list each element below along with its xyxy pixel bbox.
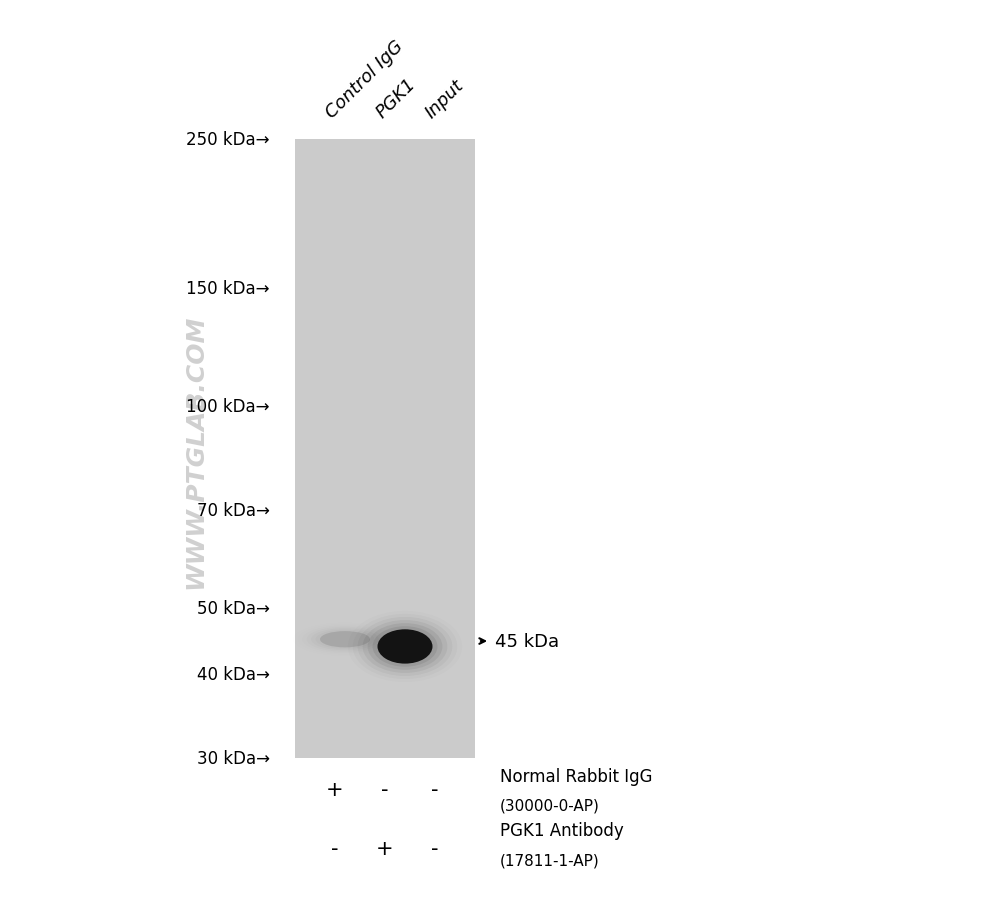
Text: 250 kDa→: 250 kDa→ [186,131,270,149]
Text: WWW.PTGLAB.COM: WWW.PTGLAB.COM [183,314,207,588]
Ellipse shape [320,631,370,648]
Text: 70 kDa→: 70 kDa→ [197,502,270,520]
Text: (30000-0-AP): (30000-0-AP) [500,798,600,813]
Bar [295,140,475,758]
Text: 30 kDa→: 30 kDa→ [197,749,270,767]
Text: -: - [381,779,389,799]
Text: 150 kDa→: 150 kDa→ [186,280,270,298]
Text: Normal Rabbit IgG: Normal Rabbit IgG [500,767,652,785]
Text: 100 kDa→: 100 kDa→ [186,398,270,416]
Ellipse shape [378,630,432,664]
Text: -: - [331,838,339,858]
Ellipse shape [373,627,437,667]
Text: 45 kDa: 45 kDa [495,632,559,650]
Text: -: - [431,838,439,858]
Text: 50 kDa→: 50 kDa→ [197,600,270,618]
Text: +: + [326,779,344,799]
Text: Control IgG: Control IgG [322,37,407,122]
Ellipse shape [368,623,442,670]
Text: 40 kDa→: 40 kDa→ [197,665,270,683]
Text: PGK1 Antibody: PGK1 Antibody [500,821,624,839]
Text: -: - [431,779,439,799]
Text: PGK1: PGK1 [372,75,419,122]
Text: (17811-1-AP): (17811-1-AP) [500,852,600,867]
Text: Input: Input [422,77,468,122]
Text: +: + [376,838,394,858]
